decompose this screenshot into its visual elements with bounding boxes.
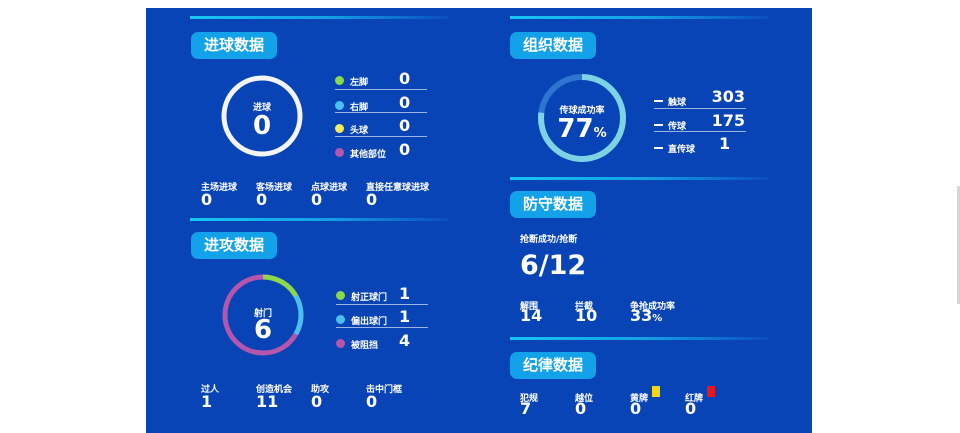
breakdown-rule — [335, 112, 427, 113]
off-target-label: 偏出球门 — [351, 317, 388, 327]
offsides-label: 越位 — [575, 394, 594, 404]
blocked-dot — [336, 339, 345, 348]
offsides-value: 0 — [575, 399, 587, 418]
dribbles-value: 1 — [201, 392, 213, 411]
breakdown-rule — [335, 89, 427, 90]
attack-divider — [190, 218, 448, 221]
assists-label: 助攻 — [311, 385, 330, 395]
discipline-section-title: 纪律数据 — [510, 352, 597, 379]
attack-section-title: 进攻数据 — [191, 232, 278, 259]
right-foot-label: 右脚 — [350, 103, 369, 113]
touches-label: 触球 — [668, 98, 687, 108]
other-part-label: 其他部位 — [350, 150, 387, 160]
pass-rate-label: 传球成功率 — [559, 106, 605, 116]
through-ball-label: 直传球 — [668, 145, 696, 155]
chances-created-value: 11 — [256, 392, 279, 411]
red-cards-label: 红牌 — [685, 394, 704, 404]
passes-label: 传球 — [668, 122, 687, 132]
home-goals-label: 主场进球 — [201, 183, 238, 193]
goals-total: 0 — [252, 111, 272, 141]
through-ball-value: 1 — [719, 134, 731, 153]
breakdown-rule — [335, 136, 427, 137]
yellow-cards-label: 黄牌 — [630, 394, 649, 404]
goals-divider — [190, 16, 448, 19]
breakdown-rule — [336, 304, 428, 305]
blocked-label: 被阻挡 — [351, 341, 379, 351]
chances-created-label: 创造机会 — [256, 385, 293, 395]
defense-section-title: 防守数据 — [510, 191, 597, 218]
clearances-value: 14 — [520, 306, 543, 325]
fouls-label: 犯规 — [520, 394, 539, 404]
through-ball-dash-icon — [654, 147, 663, 149]
page-scrollbar-edge — [957, 186, 960, 304]
left-foot-dot — [335, 76, 344, 85]
passes-dash-icon — [654, 124, 663, 126]
off-target-value: 1 — [399, 307, 411, 326]
pass-rate-value-wrap: 77% — [536, 114, 628, 144]
header-label: 头球 — [350, 126, 369, 136]
other-part-dot — [335, 148, 344, 157]
right-foot-dot — [335, 101, 344, 110]
blocked-value: 4 — [399, 331, 411, 350]
right-foot-value: 0 — [399, 93, 411, 112]
goals-ring-label: 进球 — [252, 103, 271, 113]
pass-rate-unit: % — [593, 126, 607, 141]
touches-dash-icon — [654, 100, 663, 102]
shots-total: 6 — [253, 315, 273, 345]
red-card-icon — [707, 386, 715, 397]
penalty-goals-value: 0 — [311, 190, 323, 209]
breakdown-rule — [336, 327, 428, 328]
duel-rate-value-wrap: 33% — [630, 306, 662, 325]
goals-section-title: 进球数据 — [191, 32, 278, 59]
shots-ring — [222, 274, 304, 356]
duel-rate-unit: % — [652, 313, 663, 324]
header-dot — [335, 124, 344, 133]
duel-rate-value: 33 — [630, 306, 653, 325]
shots-ring-label: 射门 — [253, 309, 272, 319]
home-goals-value: 0 — [201, 190, 213, 209]
assists-value: 0 — [311, 392, 323, 411]
organization-section-title: 组织数据 — [510, 32, 597, 59]
organization-divider — [510, 16, 768, 19]
free-kick-goals-value: 0 — [366, 190, 378, 209]
clearances-label: 解围 — [520, 302, 539, 312]
away-goals-value: 0 — [256, 190, 268, 209]
on-target-value: 1 — [399, 284, 411, 303]
red-cards-value: 0 — [685, 399, 697, 418]
goals-ring — [221, 75, 303, 157]
yellow-card-icon — [652, 386, 660, 397]
dribbles-label: 过人 — [201, 385, 220, 395]
pass-rate-ring — [538, 74, 626, 162]
other-part-value: 0 — [399, 140, 411, 159]
passes-value: 175 — [711, 111, 745, 130]
interceptions-label: 拦截 — [575, 302, 594, 312]
woodwork-label: 击中门框 — [366, 385, 403, 395]
pass-rate-value: 77 — [557, 114, 594, 144]
touches-value: 303 — [711, 87, 745, 106]
tackles-value: 6/12 — [520, 250, 587, 281]
left-foot-value: 0 — [399, 69, 411, 88]
header-value: 0 — [399, 116, 411, 135]
off-target-dot — [336, 315, 345, 324]
left-foot-label: 左脚 — [350, 78, 369, 88]
org-rule — [654, 131, 746, 132]
on-target-dot — [336, 291, 345, 300]
away-goals-label: 客场进球 — [256, 183, 293, 193]
penalty-goals-label: 点球进球 — [311, 183, 348, 193]
defense-divider — [510, 177, 768, 180]
on-target-label: 射正球门 — [351, 293, 388, 303]
yellow-cards-value: 0 — [630, 399, 642, 418]
woodwork-value: 0 — [366, 392, 378, 411]
duel-rate-label: 争抢成功率 — [630, 302, 676, 312]
discipline-divider — [510, 337, 768, 340]
interceptions-value: 10 — [575, 306, 598, 325]
tackles-label: 抢断成功/抢断 — [520, 235, 578, 245]
player-stats-panel: 进球数据 进球 0 左脚 0 右脚 0 头球 0 其他部位 0 主场进球 0 客… — [146, 8, 812, 433]
fouls-value: 7 — [520, 399, 532, 418]
free-kick-goals-label: 直接任意球进球 — [366, 183, 430, 193]
org-rule — [654, 108, 746, 109]
